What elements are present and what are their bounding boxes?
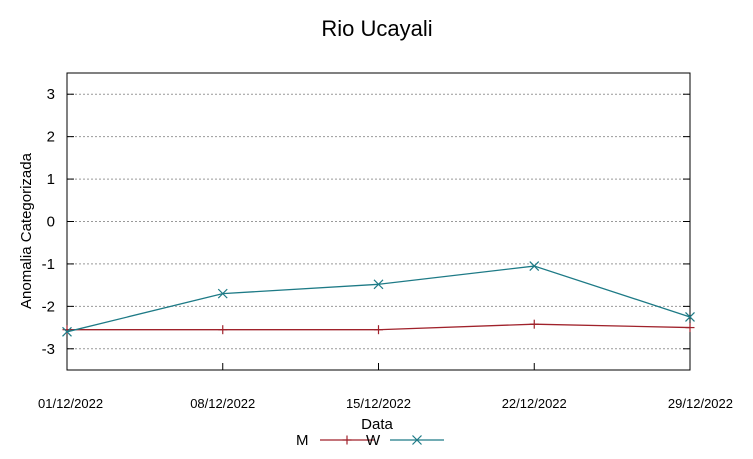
gridlines — [67, 93, 690, 350]
data-point-M — [374, 325, 383, 335]
x-tick-label: 01/12/2022 — [38, 396, 103, 411]
y-axis-label: Anomalia Categorizada — [18, 152, 35, 309]
chart-title: Rio Ucayali — [321, 16, 432, 41]
x-tick-label: 22/12/2022 — [502, 396, 567, 411]
legend-marker-M — [342, 435, 352, 445]
data-point-M — [218, 325, 228, 335]
legend-label-M: M — [296, 432, 309, 449]
x-tick-label: 29/12/2022 — [668, 396, 733, 411]
y-tick-label: 1 — [47, 171, 55, 188]
y-tick-label: 3 — [47, 86, 55, 103]
data-point-M — [685, 323, 695, 333]
y-axis-ticks: -3 -2 -1 0 1 2 3 — [42, 86, 690, 358]
y-tick-label: -3 — [42, 341, 55, 358]
legend-marker-W — [412, 435, 422, 445]
data-point-W — [373, 279, 384, 290]
data-point-W — [62, 326, 72, 337]
y-tick-label: 0 — [47, 214, 55, 231]
y-tick-label: -1 — [42, 256, 55, 273]
data-point-W — [685, 312, 695, 322]
series-lines — [62, 261, 695, 337]
series-line-W — [66, 265, 691, 333]
data-point-M — [529, 319, 539, 329]
data-point-M — [62, 325, 72, 335]
y-tick-label: -2 — [42, 298, 55, 315]
x-tick-label: 15/12/2022 — [346, 396, 411, 411]
x-tick-label: 08/12/2022 — [190, 396, 255, 411]
legend-label-W: W — [366, 432, 381, 449]
y-tick-label: 2 — [47, 129, 55, 146]
data-point-W — [529, 261, 540, 271]
x-axis-ticks: 01/12/2022 08/12/2022 15/12/2022 22/12/2022… — [38, 363, 733, 411]
x-axis-label: Data — [361, 416, 393, 433]
data-point-W — [217, 288, 228, 299]
